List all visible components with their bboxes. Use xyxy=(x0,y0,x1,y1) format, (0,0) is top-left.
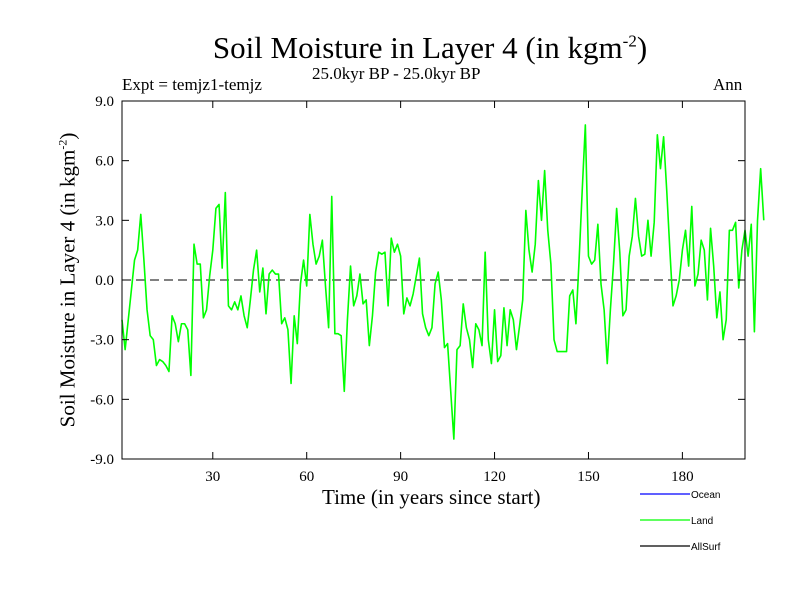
x-tick-label: 150 xyxy=(577,469,600,485)
period-label: Ann xyxy=(713,75,743,94)
y-tick-label: 9.0 xyxy=(95,94,114,110)
x-axis-label: Time (in years since start) xyxy=(322,485,541,509)
y-tick-label: 0.0 xyxy=(95,273,114,289)
chart-subtitle: 25.0kyr BP - 25.0kyr BP xyxy=(312,64,481,83)
y-tick-label: 6.0 xyxy=(95,154,114,170)
x-tick-label: 180 xyxy=(671,469,694,485)
legend-label-ocean: Ocean xyxy=(691,490,720,501)
chart-title: Soil Moisture in Layer 4 (in kgm-2) xyxy=(212,30,648,65)
legend-label-allsurf: AllSurf xyxy=(691,542,721,553)
series-line-land xyxy=(121,124,765,440)
y-tick-label: 3.0 xyxy=(95,213,114,229)
experiment-label: Expt = temjz1-temjz xyxy=(122,75,262,94)
x-tick-label: 120 xyxy=(483,469,506,485)
y-tick-label: -9.0 xyxy=(90,452,114,468)
x-tick-label: 30 xyxy=(205,469,220,485)
legend: Ocean Land AllSurf xyxy=(640,490,721,553)
legend-label-land: Land xyxy=(691,516,713,527)
y-tick-label: -3.0 xyxy=(90,333,114,349)
y-tick-label: -6.0 xyxy=(90,392,114,408)
x-tick-label: 60 xyxy=(299,469,314,485)
x-tick-label: 90 xyxy=(393,469,408,485)
